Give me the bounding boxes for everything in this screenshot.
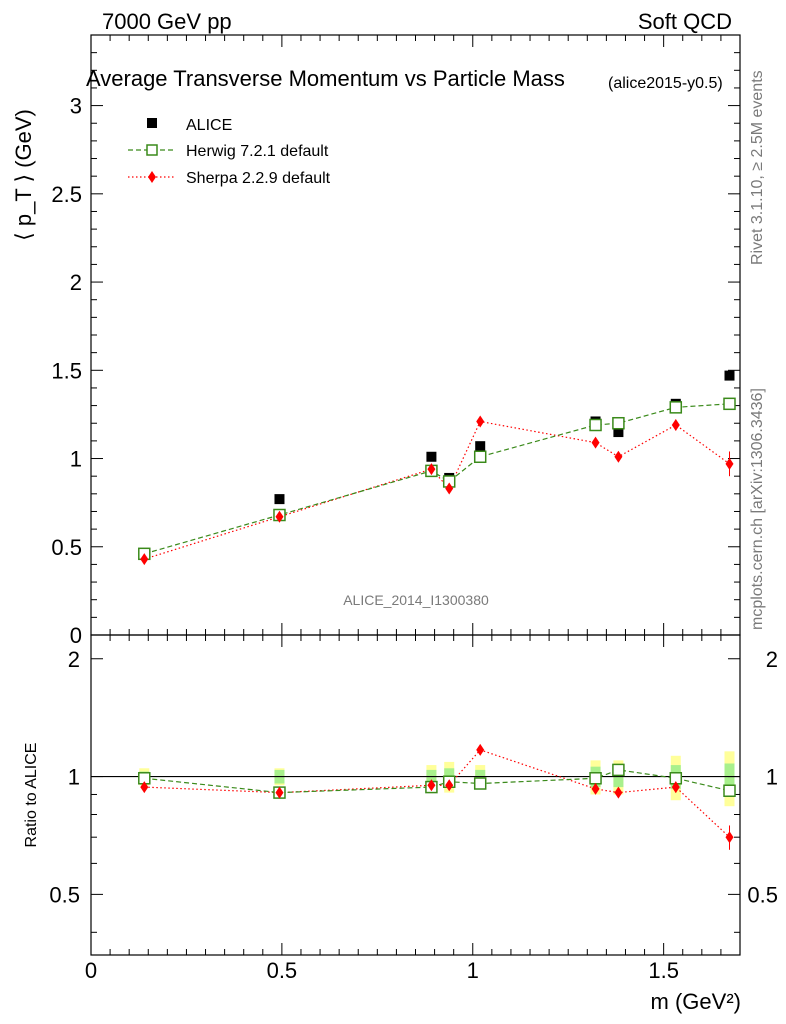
- mcplots-label: mcplots.cern.ch [arXiv:1306.3436]: [749, 388, 766, 630]
- legend-label-alice: ALICE: [186, 117, 232, 134]
- series-layer: [138, 370, 736, 850]
- ratio-tick-label-right: 1: [766, 765, 778, 790]
- herwig-line: [144, 403, 730, 555]
- sherpa-ratio-point: [614, 786, 623, 799]
- herwig-point: [589, 418, 602, 432]
- alice-point: [724, 370, 735, 381]
- axes: 0 0.5 1 1.5 0 0.5 1 1.5 2 2.5 3 0.5 0.5 1 1 2 2: [49, 34, 778, 983]
- header-left-label: 7000 GeV pp: [102, 9, 232, 34]
- sherpa-ratio-line: [144, 749, 730, 838]
- herwig-ratio-point: [473, 777, 487, 790]
- legend-marker-alice: [147, 118, 157, 128]
- y-tick-label: 2: [70, 270, 82, 295]
- ratio-tick-label-left: 2: [68, 647, 80, 672]
- ratio-tick-label-left: 1: [68, 765, 80, 790]
- x-tick-label: 1: [467, 958, 479, 983]
- ratio-plot-frame: [90, 634, 741, 956]
- legend-label-sherpa: Sherpa 2.2.9 default: [186, 170, 331, 187]
- y-tick-label: 1: [70, 447, 82, 472]
- y-axis-label: ⟨ p_T ⟩ (GeV): [11, 109, 36, 241]
- ratio-tick-label-left: 0.5: [49, 882, 80, 907]
- y-tick-label: 0.5: [51, 535, 82, 560]
- sherpa-ratio-point: [671, 781, 680, 794]
- sherpa-point: [725, 457, 734, 470]
- herwig-ratio-point: [612, 763, 625, 777]
- analysis-watermark: ALICE_2014_I1300380: [343, 592, 489, 608]
- sherpa-point: [614, 450, 623, 463]
- ratio-tick-label-right: 2: [766, 647, 778, 672]
- sherpa-point: [275, 510, 284, 523]
- sherpa-point: [427, 463, 436, 476]
- x-axis-label: m (GeV²): [651, 989, 741, 1014]
- alice-point: [274, 494, 285, 505]
- legend-label-herwig: Herwig 7.2.1 default: [186, 143, 329, 160]
- y-tick-label: 2.5: [51, 182, 82, 207]
- x-tick-label: 0: [85, 958, 97, 983]
- header-right-label: Soft QCD: [638, 9, 732, 34]
- sherpa-point: [445, 482, 454, 495]
- sherpa-ratio-point: [427, 779, 436, 792]
- herwig-point: [669, 401, 683, 414]
- sherpa-point: [476, 415, 485, 428]
- legend-marker-sherpa: [148, 171, 156, 183]
- y-tick-label: 0: [70, 623, 82, 648]
- ratio-uncertainty-bands: [139, 751, 735, 807]
- herwig-point: [723, 397, 736, 411]
- ratio-axis-label: Ratio to ALICE: [23, 743, 40, 848]
- herwig-ratio-point: [723, 784, 736, 797]
- sherpa-ratio-point: [476, 743, 485, 756]
- legend-marker-herwig: [146, 144, 158, 156]
- sherpa-point: [140, 553, 149, 566]
- legend: ALICE Herwig 7.2.1 default Sherpa 2.2.9 …: [128, 117, 331, 187]
- chart-subtitle: (alice2015-y0.5): [608, 75, 723, 92]
- y-tick-label: 3: [70, 94, 82, 119]
- ratio-tick-label-right: 0.5: [747, 882, 778, 907]
- herwig-point: [612, 416, 625, 430]
- sherpa-point: [671, 419, 680, 431]
- sherpa-ratio-point: [445, 779, 454, 792]
- sherpa-ratio-point: [725, 831, 734, 844]
- y-tick-label: 1.5: [51, 358, 82, 383]
- sherpa-line: [144, 420, 730, 560]
- sherpa-ratio-point: [591, 782, 600, 795]
- alice-point: [475, 441, 486, 452]
- sherpa-point: [591, 436, 600, 449]
- sherpa-ratio-point: [140, 781, 149, 794]
- chart-title: Average Transverse Momentum vs Particle …: [86, 66, 565, 91]
- x-tick-label: 1.5: [648, 958, 679, 983]
- herwig-ratio-point: [589, 772, 602, 785]
- sherpa-ratio-point: [275, 786, 284, 799]
- alice-point: [426, 451, 437, 462]
- herwig-point: [473, 450, 487, 464]
- x-tick-label: 0.5: [267, 958, 298, 983]
- alice-point: [613, 427, 624, 438]
- rivet-label: Rivet 3.1.10, ≥ 2.5M events: [749, 70, 766, 265]
